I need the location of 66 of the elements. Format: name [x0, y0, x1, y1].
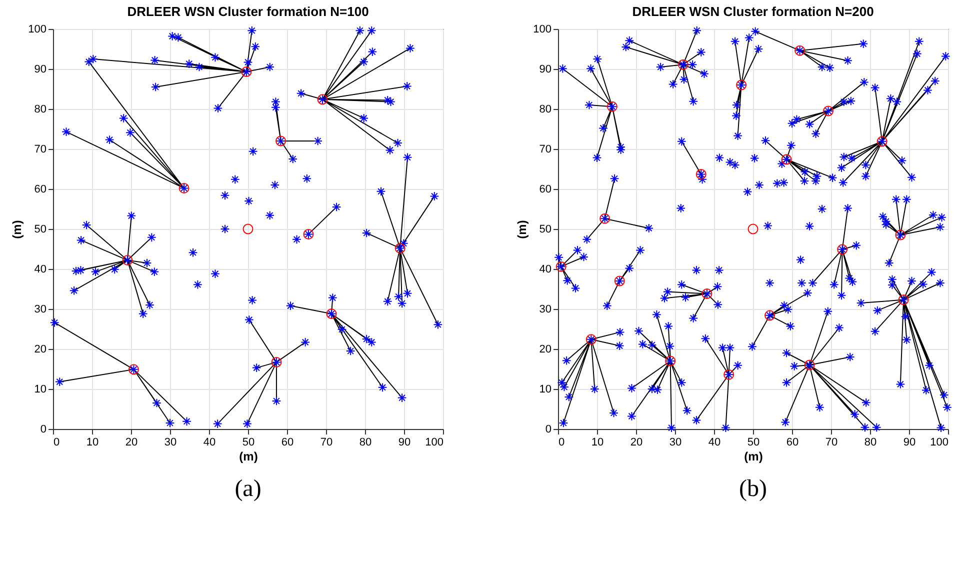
- y-tick-label: 70: [539, 144, 552, 156]
- line-series: [74, 215, 155, 314]
- x-tick-label: 60: [281, 436, 294, 448]
- x-tick-label: 90: [398, 436, 411, 448]
- y-tick-label: 60: [539, 184, 552, 196]
- line-series: [562, 58, 622, 158]
- x-tick-label: 60: [786, 436, 799, 448]
- x-tick-label: 10: [591, 436, 604, 448]
- y-tick-label: 20: [34, 344, 46, 356]
- x-tick-label: 70: [320, 436, 333, 448]
- y-tick-label: 50: [34, 224, 46, 236]
- text: (b): [739, 476, 767, 502]
- x-tick-label: 40: [708, 436, 721, 448]
- text: (a): [234, 476, 262, 502]
- y-tick-label: 100: [28, 24, 46, 36]
- y-tick-label: 30: [539, 304, 552, 316]
- point: [242, 224, 254, 234]
- x-tick-label: 70: [825, 436, 838, 448]
- line-series: [561, 332, 621, 424]
- y-tick-label: 0: [545, 424, 552, 436]
- x-tick-label: 50: [747, 436, 760, 448]
- y-tick-label: 90: [539, 64, 552, 76]
- y-tick-label: 50: [539, 224, 552, 236]
- x-tick-label: 40: [203, 436, 216, 448]
- line-series: [752, 292, 808, 348]
- line-series: [784, 310, 878, 428]
- x-axis-title: (m): [744, 450, 763, 464]
- chart-title: DRLEER WSN Cluster formation N=100: [127, 4, 369, 19]
- line-series: [882, 198, 942, 264]
- line-series: [66, 61, 185, 189]
- y-tick-label: 100: [533, 24, 552, 36]
- x-tick-label: 80: [359, 436, 372, 448]
- x-tick-label: 20: [125, 436, 138, 448]
- x-tick-label: 0: [558, 436, 565, 448]
- y-tick-label: 0: [40, 424, 46, 436]
- line-series: [792, 82, 865, 134]
- y-axis-title: (m): [10, 220, 24, 239]
- y-tick-label: 90: [34, 64, 46, 76]
- y-tick-label: 70: [34, 144, 46, 156]
- line-series: [625, 30, 705, 102]
- y-tick-label: 80: [34, 104, 46, 116]
- x-tick-label: 100: [930, 436, 948, 448]
- x-tick-label: 30: [164, 436, 177, 448]
- y-tick-label: 30: [34, 304, 46, 316]
- x-tick-label: 80: [864, 436, 877, 448]
- x-tick-label: 0: [54, 436, 60, 448]
- y-tick-label: 20: [539, 344, 552, 356]
- y-tick-label: 80: [539, 104, 552, 116]
- y-tick-label: 40: [539, 264, 552, 276]
- x-tick-label: 10: [86, 436, 99, 448]
- x-tick-label: 20: [630, 436, 643, 448]
- y-axis-title: (m): [515, 220, 530, 239]
- line-series: [606, 250, 641, 306]
- point: [748, 224, 758, 234]
- x-tick-label: 30: [669, 436, 682, 448]
- y-tick-label: 40: [34, 264, 46, 276]
- x-axis-title: (m): [239, 450, 258, 464]
- y-tick-label: 10: [34, 384, 46, 396]
- x-tick-label: 50: [242, 436, 255, 448]
- y-tick-label: 60: [34, 184, 46, 196]
- x-tick-label: 100: [425, 436, 444, 448]
- y-tick-label: 10: [539, 384, 552, 396]
- chart-title: DRLEER WSN Cluster formation N=200: [632, 4, 874, 19]
- line-series: [300, 30, 411, 151]
- line-series: [586, 178, 650, 240]
- x-tick-label: 90: [903, 436, 916, 448]
